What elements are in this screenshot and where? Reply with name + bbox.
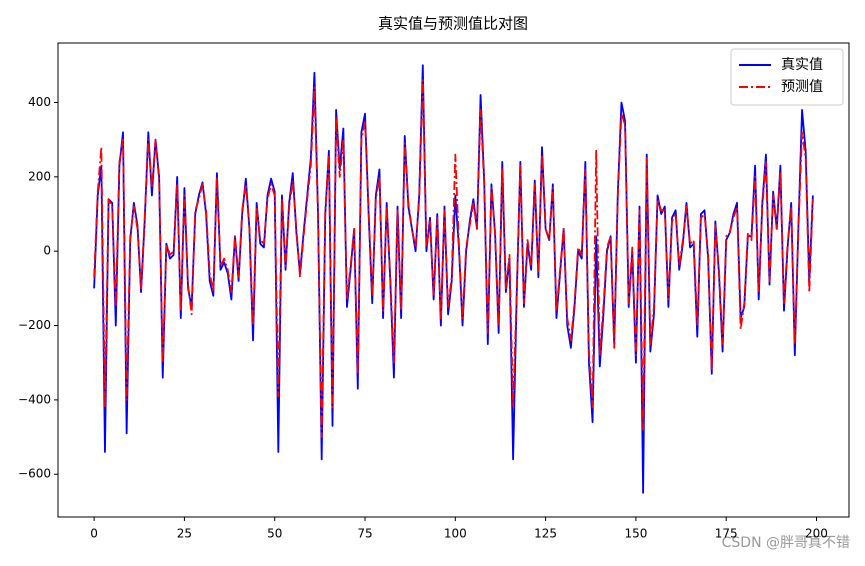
y-tick-label: 200	[28, 169, 51, 183]
x-tick-label: 175	[715, 527, 738, 541]
watermark: CSDN @胖哥真不错	[722, 535, 850, 551]
y-tick-label: 0	[43, 244, 51, 258]
legend-box	[730, 48, 844, 106]
chart-title: 真实值与预测值比对图	[378, 15, 528, 33]
series-line	[93, 64, 814, 494]
x-tick-label: 200	[805, 527, 828, 541]
legend-label: 预测值	[781, 79, 823, 95]
series-line	[93, 79, 814, 438]
y-tick-label: −400	[18, 392, 51, 406]
y-tick-label: −600	[18, 467, 51, 481]
y-tick-label: −200	[18, 318, 51, 332]
x-tick-label: 150	[624, 527, 647, 541]
x-tick-label: 75	[357, 527, 372, 541]
x-tick-label: 0	[90, 527, 98, 541]
x-tick-label: 25	[177, 527, 192, 541]
x-tick-label: 125	[534, 527, 557, 541]
x-tick-label: 100	[444, 527, 467, 541]
legend-label: 真实值	[781, 57, 823, 73]
x-tick-label: 50	[267, 527, 282, 541]
plot-frame	[57, 42, 850, 518]
y-tick-label: 400	[28, 95, 51, 109]
